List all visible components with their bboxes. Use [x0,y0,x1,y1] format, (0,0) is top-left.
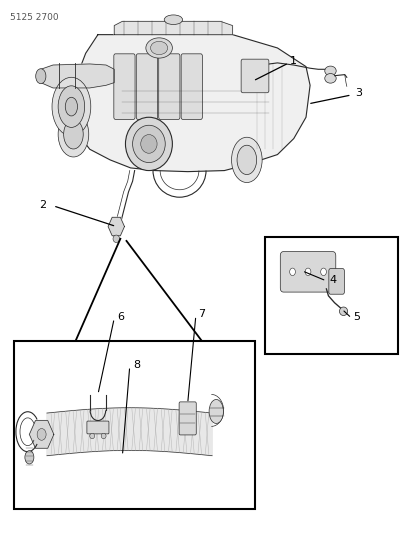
Ellipse shape [164,15,183,25]
Ellipse shape [58,86,85,127]
Ellipse shape [58,112,89,157]
Ellipse shape [37,429,46,440]
FancyBboxPatch shape [87,421,109,434]
Ellipse shape [146,38,172,58]
Ellipse shape [321,268,326,276]
Ellipse shape [141,135,157,154]
Ellipse shape [290,268,295,276]
Bar [14,341,255,509]
Text: 5125 2700: 5125 2700 [10,13,59,22]
Ellipse shape [52,77,91,136]
Ellipse shape [232,138,262,182]
Ellipse shape [325,66,336,76]
Ellipse shape [305,268,311,276]
Ellipse shape [125,117,172,171]
Text: 1: 1 [290,56,297,66]
FancyBboxPatch shape [329,269,344,294]
FancyBboxPatch shape [159,54,180,119]
Polygon shape [41,64,114,88]
Ellipse shape [36,69,46,84]
Text: 3: 3 [355,88,363,98]
Polygon shape [29,421,54,448]
Text: 6: 6 [117,312,124,322]
Polygon shape [108,217,124,236]
FancyBboxPatch shape [280,252,336,292]
Text: 4: 4 [329,275,336,285]
Text: 2: 2 [39,200,47,210]
Ellipse shape [90,433,95,439]
Polygon shape [47,408,212,456]
Ellipse shape [113,235,120,243]
Ellipse shape [65,97,78,116]
Ellipse shape [25,451,34,464]
Ellipse shape [325,74,336,83]
Text: 8: 8 [133,360,140,370]
Polygon shape [69,35,310,172]
FancyBboxPatch shape [241,59,269,93]
Ellipse shape [101,433,106,439]
Text: 5: 5 [353,312,361,322]
Ellipse shape [209,400,224,423]
FancyBboxPatch shape [136,54,157,119]
Ellipse shape [133,125,165,163]
Ellipse shape [64,119,83,149]
Ellipse shape [151,41,168,55]
Text: 7: 7 [198,310,206,319]
Ellipse shape [237,145,257,175]
FancyBboxPatch shape [179,402,196,435]
Bar [265,237,398,354]
FancyBboxPatch shape [114,54,135,119]
Polygon shape [114,21,233,35]
Ellipse shape [339,307,348,316]
FancyBboxPatch shape [181,54,202,119]
